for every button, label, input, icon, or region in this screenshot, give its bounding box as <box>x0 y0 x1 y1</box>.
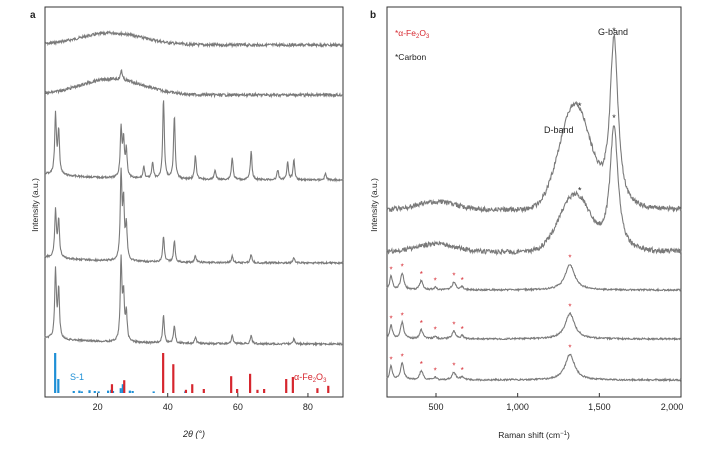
hematite-peak-marker-3-2: * <box>420 270 423 279</box>
xrd-trace-3 <box>44 100 344 183</box>
raman-xlabel-close: ) <box>567 430 570 440</box>
hematite-peak-marker-4-1: * <box>401 312 404 321</box>
hematite-peak-marker-4-6: * <box>568 303 571 312</box>
hematite-peak-marker-5-1: * <box>401 353 404 362</box>
raman-trace-5 <box>386 353 682 383</box>
hematite-peak-marker-5-6: * <box>568 344 571 353</box>
panel-a-tick-label-80: 80 <box>303 402 313 412</box>
panel-b-frame <box>386 6 682 398</box>
fe2o3-label-sub2: 3 <box>323 378 327 384</box>
hematite-peak-marker-5-0: * <box>390 356 393 365</box>
panel-a-tick-label-20: 20 <box>93 402 103 412</box>
xrd-trace-2 <box>44 68 344 99</box>
legend-fe2o3-label: α-Fe2O3 <box>294 372 327 384</box>
panel-b-traces <box>386 34 682 383</box>
panel-b-label: b <box>370 10 376 21</box>
hematite-peak-marker-4-5: * <box>461 325 464 334</box>
legend-s1-label: S-1 <box>70 372 84 382</box>
hematite-peak-marker-3-1: * <box>401 263 404 272</box>
panel-a-traces <box>44 30 344 347</box>
panel-a-tick-label-40: 40 <box>163 402 173 412</box>
legend-b-fe2o3-sub1: 2 <box>416 34 420 40</box>
raman-xlabel-main: Raman shift (cm <box>498 430 560 440</box>
hematite-peak-marker-5-3: * <box>434 367 437 376</box>
legend-b-fe2o3-text: *α-Fe <box>395 28 416 38</box>
carbon-peak-marker-2-1: * <box>578 186 582 196</box>
raman-xlabel-sup: −1 <box>560 431 568 437</box>
legend-b-fe2o3-mid: O <box>419 28 426 38</box>
panel-b-tick-label-500: 500 <box>428 402 443 412</box>
hematite-peak-marker-5-5: * <box>461 366 464 375</box>
hematite-peak-marker-4-2: * <box>420 319 423 328</box>
panel-a-y-axis-label: Intensity (a.u.) <box>30 178 40 232</box>
fe2o3-label-mid: O <box>316 372 323 382</box>
hematite-peak-marker-4-4: * <box>452 321 455 330</box>
panel-a-frame <box>44 6 344 398</box>
panel-b-y-axis-label: Intensity (a.u.) <box>369 178 379 232</box>
hematite-peak-marker-3-5: * <box>461 276 464 285</box>
raman-trace-2 <box>386 125 682 256</box>
hematite-peak-marker-3-3: * <box>434 277 437 286</box>
panel-a-tick-label-60: 60 <box>233 402 243 412</box>
carbon-peak-marker-1-0: * <box>612 26 616 36</box>
panel-a-label: a <box>30 10 36 21</box>
panel-b-x-axis-label: Raman shift (cm−1) <box>498 430 570 440</box>
panel-b-x-ticks: 500 1,000 1,500 2,000 <box>428 393 683 412</box>
panel-b-raman-chart: 500 1,000 1,500 2,000 ***** **** *** **** *** **… <box>369 6 683 440</box>
panel-a-x-axis-label: 2θ (°) <box>182 429 205 439</box>
xrd-trace-4 <box>44 167 344 266</box>
raman-trace-3 <box>386 264 682 293</box>
legend-b-carbon: *Carbon <box>395 52 426 62</box>
raman-trace-1 <box>386 34 682 214</box>
hematite-peak-marker-3-4: * <box>452 272 455 281</box>
annotation-g-band: G-band <box>598 27 628 37</box>
carbon-peak-marker-1-1: * <box>578 101 582 111</box>
panel-b-tick-label-1000: 1,000 <box>506 402 529 412</box>
panel-a-x-ticks: 20 40 60 80 <box>93 393 313 412</box>
fe2o3-label-sub1: 2 <box>313 378 317 384</box>
legend-b-fe2o3: *α-Fe2O3 <box>395 28 430 40</box>
panel-a-xrd-chart: 20 40 60 80 Intensity (a.u.) 2θ (°) S-1 α-F… <box>30 6 344 439</box>
hematite-peak-marker-4-3: * <box>434 326 437 335</box>
panel-b-peak-markers: * * * * * * * * * * * * * * * * * * * * * * * * * <box>390 26 617 376</box>
hematite-peak-marker-3-0: * <box>390 266 393 275</box>
xrd-trace-5 <box>44 254 344 347</box>
annotation-d-band: D-band <box>544 125 574 135</box>
panel-a-references <box>54 353 330 393</box>
carbon-peak-marker-2-0: * <box>612 113 616 123</box>
panel-b-tick-label-2000: 2,000 <box>661 402 684 412</box>
hematite-peak-marker-4-0: * <box>390 315 393 324</box>
hematite-peak-marker-5-2: * <box>420 360 423 369</box>
hematite-peak-marker-3-6: * <box>568 254 571 263</box>
fe2o3-label-prefix: α-Fe <box>294 372 313 382</box>
panel-b-tick-label-1500: 1,500 <box>588 402 611 412</box>
raman-trace-4 <box>386 312 682 342</box>
legend-b-fe2o3-sub2: 3 <box>426 34 430 40</box>
hematite-peak-marker-5-4: * <box>452 362 455 371</box>
xrd-trace-1 <box>44 30 344 49</box>
